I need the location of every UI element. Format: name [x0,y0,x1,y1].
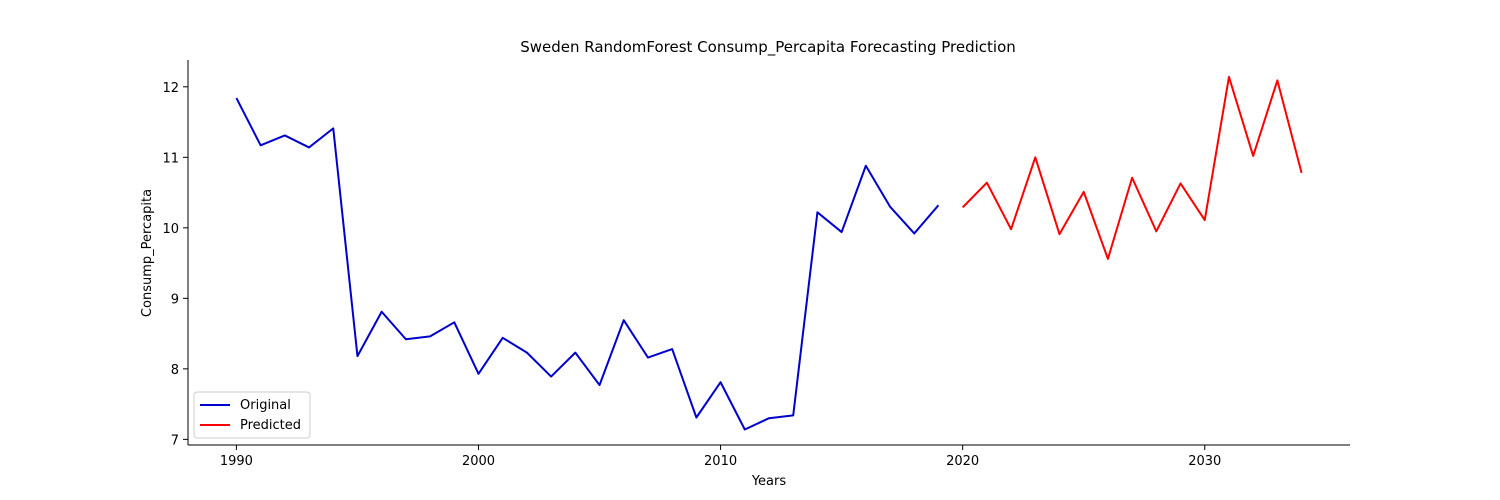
x-tick-label: 2020 [946,454,979,469]
x-ticks: 1990 2000 2010 2020 2030 [220,445,1221,469]
series-line-original [235,97,940,431]
series-layer [235,75,1303,431]
x-axis-label: Years [751,474,787,489]
legend: Original Predicted [193,391,311,439]
y-tick-label: 9 [171,292,179,307]
x-tick-label: 2030 [1188,454,1221,469]
y-ticks: 7 8 9 10 11 12 [162,81,188,448]
x-tick-label: 1990 [220,454,253,469]
y-tick-label: 12 [162,81,179,96]
series-line-predicted [961,75,1303,260]
y-tick-label: 8 [171,363,179,378]
chart-title: Sweden RandomForest Consump_Percapita Fo… [520,38,1016,57]
y-axis-label: Consump_Percapita [140,189,155,317]
y-tick-label: 7 [171,433,179,448]
y-tick-label: 11 [162,151,179,166]
legend-label-predicted: Predicted [240,418,301,433]
x-tick-label: 2000 [462,454,495,469]
legend-box [193,391,311,439]
legend-label-original: Original [240,398,291,413]
x-tick-label: 2010 [704,454,737,469]
y-tick-label: 10 [162,222,179,237]
